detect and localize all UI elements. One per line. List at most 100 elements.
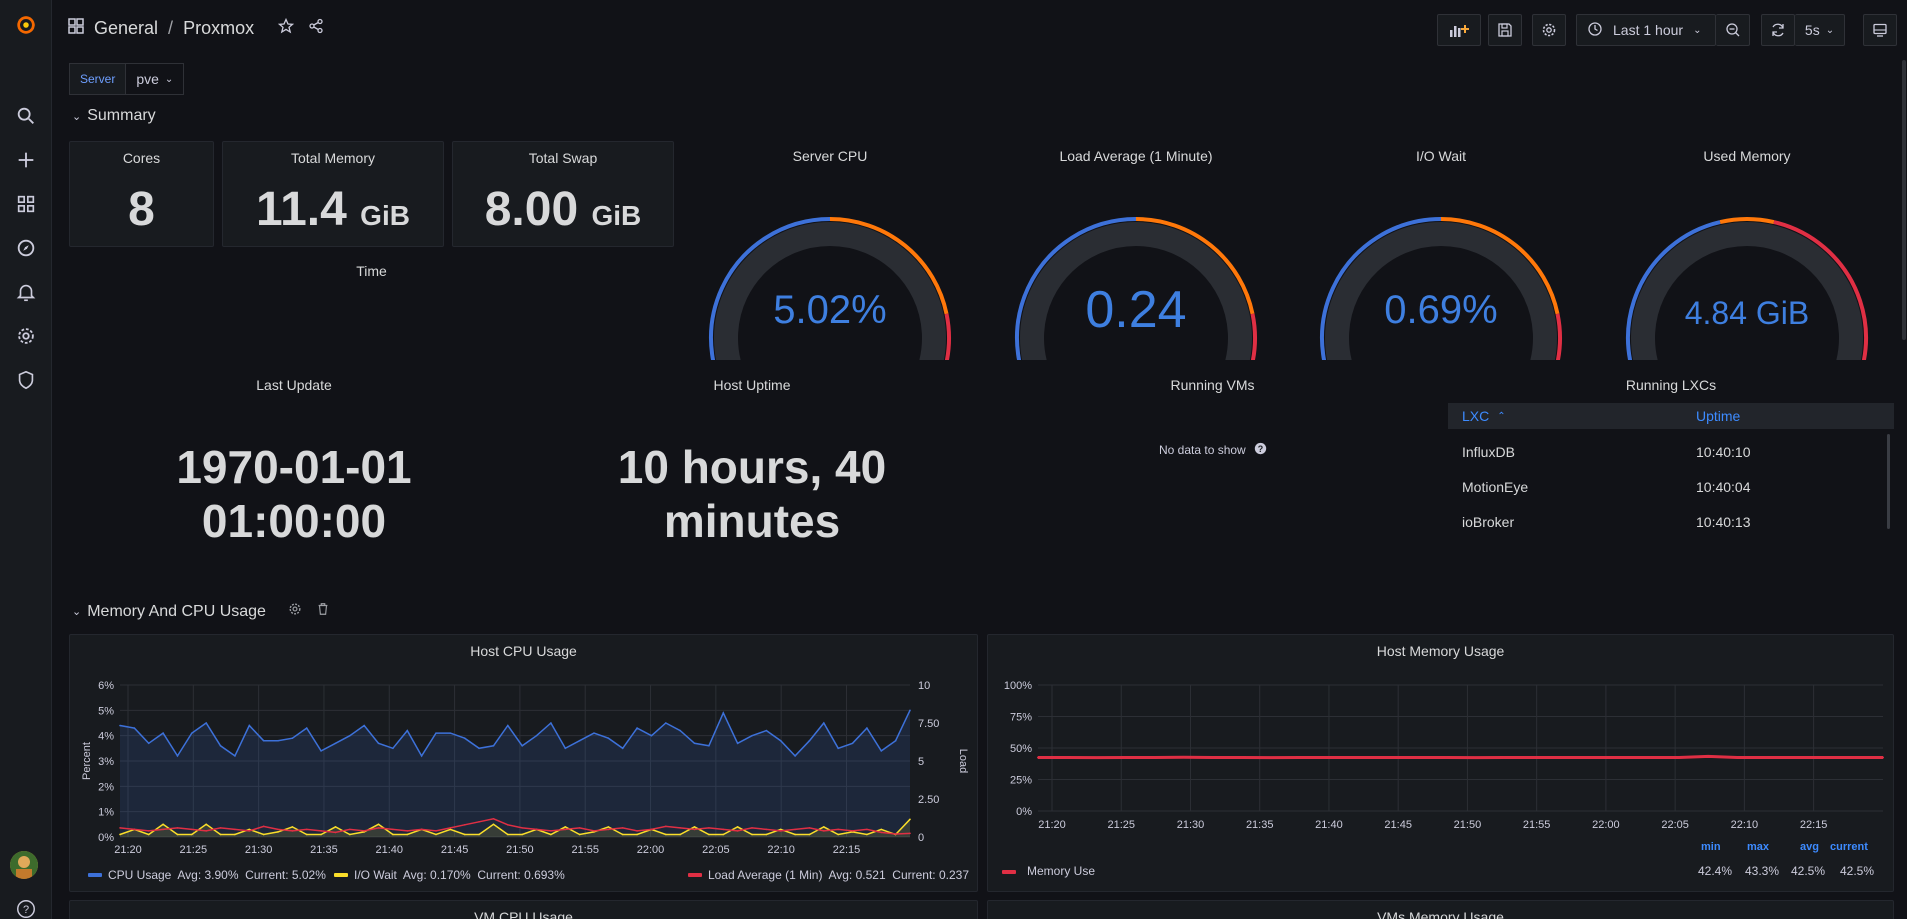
legend-swatch — [334, 873, 348, 877]
data-point — [535, 734, 538, 737]
data-point — [607, 737, 610, 739]
chevron-down-icon: ⌄ — [164, 73, 174, 85]
help-icon[interactable]: ? — [11, 894, 41, 919]
dashboards-icon[interactable] — [11, 189, 41, 219]
help-icon[interactable]: ? — [1254, 442, 1267, 458]
data-point — [708, 745, 710, 747]
data-point — [349, 734, 351, 737]
series-line — [1038, 754, 1883, 760]
data-point — [1240, 756, 1243, 759]
bell-icon[interactable] — [11, 277, 41, 307]
refresh-interval-picker[interactable]: 5s ⌄ — [1795, 14, 1845, 46]
data-point — [1182, 756, 1185, 759]
dashboard-settings-button[interactable] — [1532, 14, 1566, 46]
data-point — [708, 833, 710, 836]
legend-swatch — [687, 873, 702, 877]
table-row[interactable]: InfluxDB 10:40:10 — [1448, 435, 1894, 470]
data-point — [722, 712, 725, 714]
legend-col-avg[interactable]: avg — [1800, 841, 1819, 853]
data-point — [262, 833, 265, 836]
data-point — [392, 833, 394, 836]
gauge-value: 5.02% — [773, 288, 887, 332]
legend-col-min[interactable]: min — [1701, 841, 1721, 853]
data-point — [1532, 756, 1535, 759]
y2-tick-label: 0 — [918, 832, 924, 844]
data-point — [1852, 756, 1855, 759]
x-tick-label: 22:05 — [702, 844, 730, 856]
legend-label: Load Average (1 Min) Avg: 0.521 Current:… — [707, 868, 969, 882]
legend-io-wait[interactable]: I/O Wait Avg: 0.170% Current: 0.693% — [334, 868, 565, 882]
grafana-logo-icon[interactable] — [11, 10, 41, 40]
x-tick-label: 21:20 — [1038, 819, 1066, 831]
row-settings-icon[interactable] — [288, 602, 302, 621]
y2-axis-label: Load — [957, 749, 969, 773]
chevron-down-icon: ⌄ — [72, 110, 82, 123]
lxc-column-header[interactable]: LXC ⌃ — [1462, 408, 1506, 424]
server-variable-select[interactable]: pve ⌄ — [126, 63, 185, 95]
time-range-picker[interactable]: Last 1 hour ⌄ — [1576, 14, 1716, 46]
tv-mode-button[interactable] — [1863, 14, 1897, 46]
data-point — [320, 833, 322, 836]
data-point — [305, 727, 308, 729]
refresh-button[interactable] — [1761, 14, 1795, 46]
shield-icon[interactable] — [11, 365, 41, 395]
table-row[interactable]: MotionEye 10:40:04 — [1448, 470, 1894, 505]
data-point — [1066, 756, 1069, 759]
compass-icon[interactable] — [11, 233, 41, 263]
star-icon[interactable] — [277, 17, 295, 39]
data-point — [708, 827, 710, 829]
y2-tick-label: 10 — [918, 680, 930, 692]
plus-icon[interactable] — [11, 145, 41, 175]
data-point — [837, 828, 839, 831]
data-point — [349, 828, 351, 831]
row-summary[interactable]: ⌄ Summary — [72, 107, 156, 125]
data-point — [751, 827, 753, 829]
y-tick-label: 2% — [98, 781, 114, 793]
zoom-out-button[interactable] — [1716, 14, 1750, 46]
page-scrollbar[interactable] — [1902, 60, 1906, 340]
gauge-value: 0.24 — [1085, 281, 1187, 339]
legend-col-current[interactable]: current — [1830, 841, 1868, 853]
lxc-name: InfluxDB — [1462, 444, 1515, 460]
table-row[interactable]: ioBroker 10:40:13 — [1448, 505, 1894, 540]
save-dashboard-button[interactable] — [1488, 14, 1522, 46]
stat-panel-total-swap: Total Swap 8.00 GiB — [452, 141, 674, 247]
uptime-column-header[interactable]: Uptime — [1696, 408, 1741, 424]
legend-max-value: 43.3% — [1745, 864, 1780, 878]
row-memory-cpu[interactable]: ⌄ Memory And CPU Usage — [72, 602, 330, 621]
data-point — [334, 831, 337, 834]
data-point — [507, 824, 509, 826]
legend-load-average[interactable]: Load Average (1 Min) Avg: 0.521 Current:… — [687, 868, 969, 882]
breadcrumb-folder[interactable]: General — [94, 18, 159, 38]
host-memory-chart[interactable]: 0% 25% 50% 75% 100% 21:20 21:25 21:30 21:35 21:40… — [988, 635, 1893, 891]
x-tick-label: 21:35 — [1246, 819, 1274, 831]
avatar[interactable] — [10, 851, 38, 879]
stat-unit: GiB — [591, 200, 642, 231]
data-point — [305, 828, 308, 831]
data-point — [406, 833, 409, 836]
lxc-scrollbar[interactable] — [1887, 434, 1890, 529]
legend-avg-value: 42.5% — [1791, 864, 1826, 878]
y-tick-label: 75% — [1010, 712, 1032, 724]
gauge-threshold-arc — [829, 217, 949, 315]
panel-title: Host Memory Usage — [1376, 643, 1505, 659]
gear-icon[interactable] — [11, 321, 41, 351]
data-point — [1095, 756, 1098, 759]
add-panel-button[interactable] — [1437, 14, 1481, 46]
data-point — [392, 747, 394, 750]
search-icon[interactable] — [11, 101, 41, 131]
y-tick-label: 0% — [1016, 806, 1032, 818]
breadcrumb-dashboard[interactable]: Proxmox — [183, 18, 255, 38]
y-tick-label: 4% — [98, 731, 114, 743]
row-delete-icon[interactable] — [316, 602, 330, 621]
legend-col-max[interactable]: max — [1747, 841, 1770, 853]
host-cpu-chart[interactable]: 0% 1% 2% 3% 4% 5% 6% 0 2.50 5 7.50 10 21:20 21:25 21:3… — [70, 635, 977, 891]
data-point — [320, 750, 322, 752]
data-point — [478, 833, 480, 836]
data-point — [621, 827, 624, 829]
share-icon[interactable] — [308, 18, 324, 39]
data-point — [679, 827, 681, 829]
data-point — [1357, 756, 1360, 759]
legend-cpu-usage[interactable]: CPU Usage Avg: 3.90% Current: 5.02% — [88, 868, 326, 882]
memory-legend-row[interactable]: Memory Use 42.4% 43.3% 42.5% 42.5% — [988, 864, 1893, 882]
